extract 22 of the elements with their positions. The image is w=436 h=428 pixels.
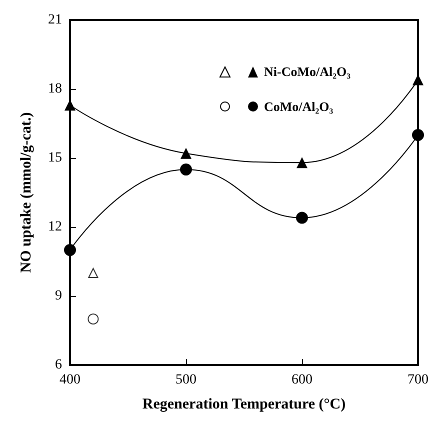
point [180, 148, 192, 159]
y-tick-label: 15 [48, 150, 62, 166]
point [180, 164, 192, 176]
x-axis-title: Regeneration Temperature (°C) [142, 396, 346, 412]
y-tick-label: 18 [48, 82, 62, 96]
legend-label: Ni-CoMo/Al₂O₃ [264, 64, 351, 79]
point [412, 129, 424, 141]
y-tick-label: 9 [55, 288, 62, 304]
x-tick-label: 500 [176, 372, 196, 388]
x-tick-label: 400 [60, 372, 80, 388]
point [296, 212, 308, 224]
point [64, 244, 76, 256]
x-tick-label: 600 [292, 372, 312, 388]
point [88, 314, 99, 324]
y-axis-title: NO uptake (mmol/g-cat.) [18, 112, 34, 273]
y-tick-label: 21 [48, 12, 62, 28]
legend-label: CoMo/Al₂O₃ [264, 99, 334, 114]
point [88, 268, 98, 278]
y-tick-label: 6 [55, 358, 62, 372]
point [296, 157, 308, 168]
y-tick-label: 12 [48, 220, 62, 234]
x-tick-label: 700 [408, 372, 428, 388]
